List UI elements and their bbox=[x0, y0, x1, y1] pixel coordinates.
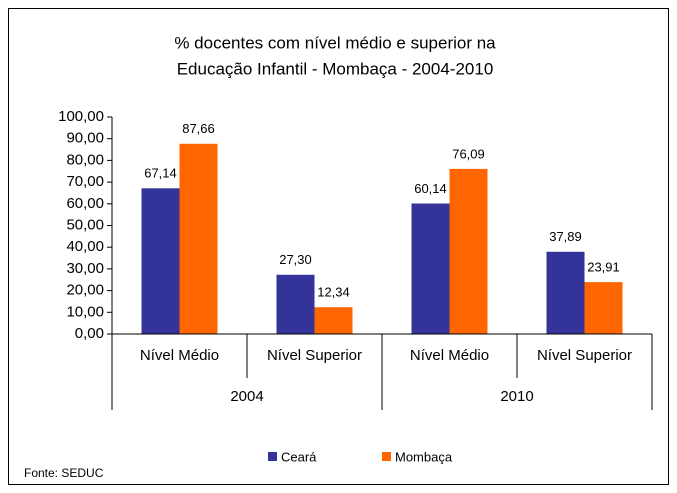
source: Fonte: SEDUC bbox=[24, 466, 104, 480]
bar bbox=[141, 188, 180, 334]
value-label: 67,14 bbox=[144, 166, 177, 181]
value-label: 87,66 bbox=[182, 121, 215, 136]
frame bbox=[8, 8, 669, 485]
legend-label: Ceará bbox=[281, 449, 317, 464]
y-tick-label: 60,00 bbox=[66, 195, 104, 212]
value-label: 23,91 bbox=[587, 260, 620, 275]
chart-title: % docentes com nível médio e superior na bbox=[174, 33, 496, 52]
value-label: 37,89 bbox=[549, 229, 582, 244]
x-tick-label: Nível Superior bbox=[537, 347, 632, 364]
value-label: 76,09 bbox=[452, 146, 485, 161]
legend-swatch bbox=[382, 452, 391, 461]
bar bbox=[411, 203, 450, 334]
x-tick-label: Nível Médio bbox=[140, 347, 219, 364]
y-tick-label: 30,00 bbox=[66, 260, 104, 277]
legend-swatch bbox=[268, 452, 277, 461]
group-label: 2010 bbox=[500, 388, 533, 405]
bar bbox=[314, 307, 353, 334]
group-label: 2004 bbox=[230, 388, 263, 405]
x-tick-label: Nível Superior bbox=[267, 347, 362, 364]
value-label: 12,34 bbox=[317, 285, 350, 300]
y-tick-label: 90,00 bbox=[66, 130, 104, 147]
y-tick-label: 100,00 bbox=[58, 108, 104, 125]
bar bbox=[449, 168, 488, 334]
bar bbox=[546, 251, 585, 334]
bar bbox=[276, 274, 315, 334]
y-tick-label: 20,00 bbox=[66, 282, 104, 299]
y-tick-label: 50,00 bbox=[66, 216, 104, 233]
y-tick-label: 10,00 bbox=[66, 303, 104, 320]
y-tick-label: 0,00 bbox=[75, 325, 104, 342]
y-tick-label: 80,00 bbox=[66, 151, 104, 168]
y-tick-label: 70,00 bbox=[66, 173, 104, 190]
y-tick-label: 40,00 bbox=[66, 238, 104, 255]
bar bbox=[179, 143, 218, 334]
value-label: 27,30 bbox=[279, 252, 312, 267]
legend-label: Mombaça bbox=[395, 449, 453, 464]
chart-title: Educação Infantil - Mombaça - 2004-2010 bbox=[177, 59, 494, 78]
value-label: 60,14 bbox=[414, 181, 447, 196]
x-tick-label: Nível Médio bbox=[410, 347, 489, 364]
bar bbox=[584, 282, 623, 334]
